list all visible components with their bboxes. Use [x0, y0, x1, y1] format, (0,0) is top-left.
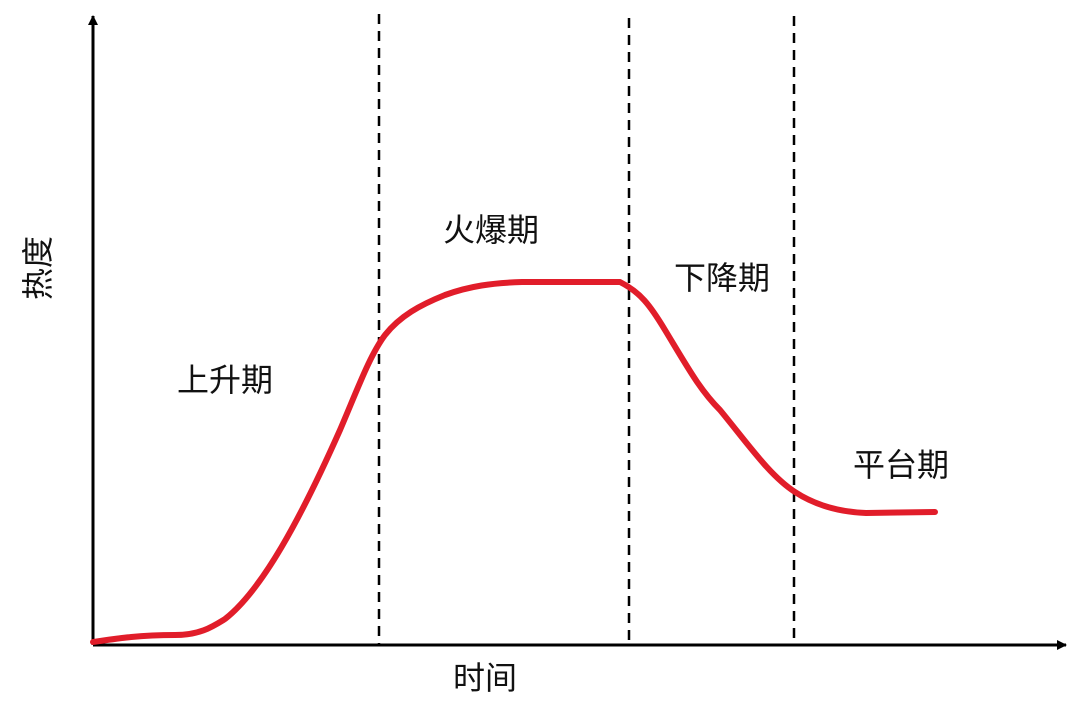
- y-axis-label: 热度: [19, 236, 57, 300]
- phase-label: 平台期: [853, 446, 949, 484]
- phase-label: 火爆期: [443, 211, 539, 249]
- phase-label: 上升期: [177, 361, 273, 399]
- x-axis-label: 时间: [453, 659, 517, 697]
- phase-label: 下降期: [674, 259, 770, 297]
- heat-curve: [90, 279, 938, 645]
